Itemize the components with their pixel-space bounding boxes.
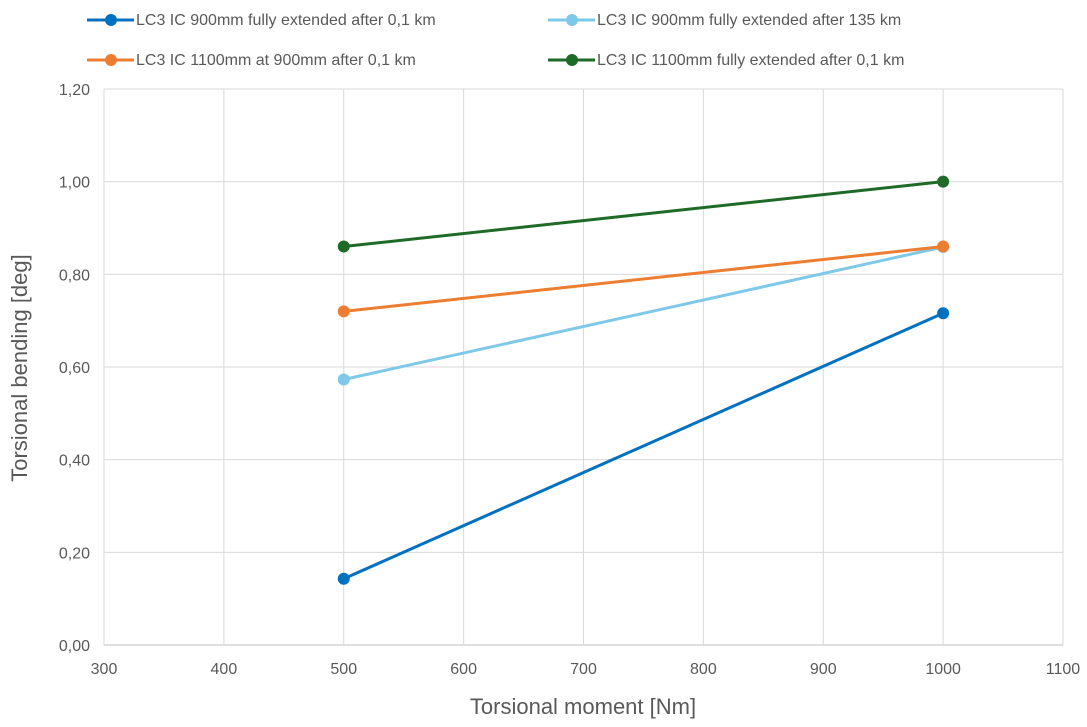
series-1 — [337, 307, 950, 585]
x-tick-label: 1100 — [1046, 661, 1081, 678]
legend-item: LC3 IC 1100mm at 900mm after 0,1 km — [87, 52, 416, 69]
legend-marker-swatch — [105, 54, 117, 66]
data-point — [337, 373, 350, 386]
legend-marker-swatch — [566, 54, 578, 66]
x-axis-title: Torsional moment [Nm] — [470, 694, 696, 719]
y-axis-title: Torsional bending [deg] — [7, 254, 32, 482]
y-tick-label: 1,00 — [59, 175, 90, 192]
data-point — [337, 305, 350, 318]
series-2 — [337, 240, 950, 386]
y-tick-label: 0,00 — [59, 638, 90, 655]
legend-label: LC3 IC 900mm fully extended after 135 km — [597, 12, 901, 29]
x-tick-label: 1000 — [925, 661, 961, 678]
y-tick-label: 0,40 — [59, 453, 90, 470]
legend-label: LC3 IC 1100mm at 900mm after 0,1 km — [136, 52, 416, 69]
legend: LC3 IC 900mm fully extended after 0,1 km… — [87, 12, 904, 69]
series-line — [342, 245, 945, 382]
y-tick-label: 0,20 — [59, 545, 90, 562]
legend-label: LC3 IC 900mm fully extended after 0,1 km — [136, 12, 436, 29]
grid — [103, 88, 1064, 646]
data-point — [337, 240, 350, 253]
series-line — [342, 180, 945, 249]
legend-marker-swatch — [566, 14, 578, 26]
x-tick-label: 600 — [450, 661, 477, 678]
legend-item: LC3 IC 900mm fully extended after 0,1 km — [87, 12, 436, 29]
x-tick-label: 800 — [690, 661, 717, 678]
legend-marker-swatch — [105, 14, 117, 26]
series-line — [342, 245, 945, 313]
data-point — [937, 240, 950, 253]
series — [337, 175, 950, 585]
series-3 — [337, 240, 950, 318]
y-tick-label: 1,20 — [59, 82, 90, 99]
series-line — [342, 311, 945, 581]
y-tick-label: 0,60 — [59, 360, 90, 377]
x-tick-label: 300 — [91, 661, 118, 678]
legend-label: LC3 IC 1100mm fully extended after 0,1 k… — [597, 52, 904, 69]
legend-item: LC3 IC 900mm fully extended after 135 km — [548, 12, 901, 29]
legend-item: LC3 IC 1100mm fully extended after 0,1 k… — [548, 52, 904, 69]
data-point — [937, 175, 950, 188]
y-tick-label: 0,80 — [59, 267, 90, 284]
data-point — [337, 572, 350, 585]
data-point — [937, 307, 950, 320]
x-tick-label: 400 — [211, 661, 238, 678]
axes: 0,00 0,20 0,40 0,60 0,80 1,00 1,20 300 400 500 600… — [59, 82, 1080, 678]
x-tick-label: 900 — [810, 661, 837, 678]
x-tick-label: 500 — [330, 661, 357, 678]
series-4 — [337, 175, 950, 253]
x-tick-label: 700 — [570, 661, 597, 678]
